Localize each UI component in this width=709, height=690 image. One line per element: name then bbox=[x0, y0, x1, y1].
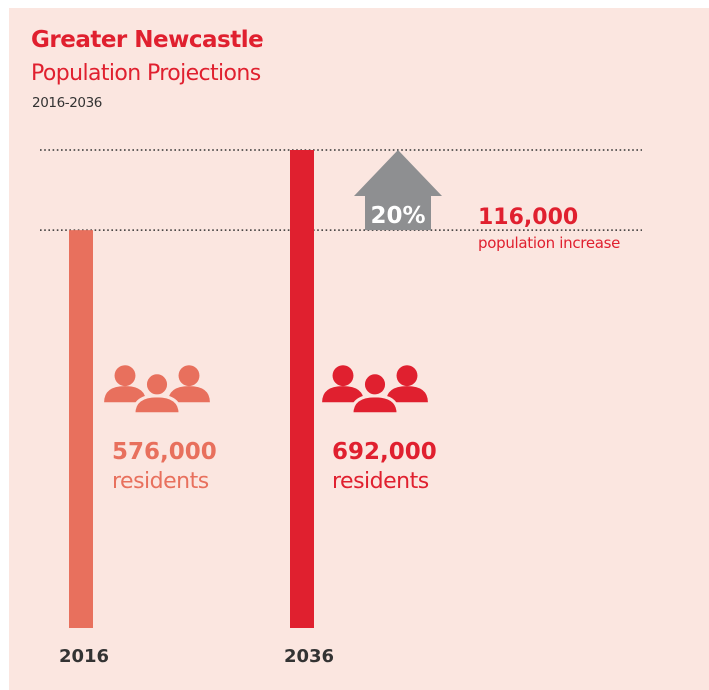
person-body bbox=[104, 386, 146, 403]
person-head bbox=[332, 365, 354, 387]
unit-label-2016: residents bbox=[112, 469, 209, 494]
people-group-icon bbox=[322, 365, 428, 416]
value-label-2036: 692,000 bbox=[332, 439, 437, 465]
year-label-2036: 2036 bbox=[284, 646, 334, 667]
up-arrow-icon: 20% bbox=[354, 150, 442, 231]
infographic-title: Greater Newcastle bbox=[31, 27, 264, 53]
increase-value-label: 116,000 bbox=[478, 205, 578, 230]
person-head bbox=[143, 371, 171, 398]
person-head bbox=[178, 365, 200, 387]
person-head bbox=[114, 365, 136, 387]
year-label-2016: 2016 bbox=[59, 646, 109, 667]
increase-percent-label: 20% bbox=[370, 203, 425, 229]
person-body bbox=[132, 394, 182, 416]
value-label-2016: 576,000 bbox=[112, 439, 217, 465]
person-body bbox=[386, 386, 428, 403]
person-body bbox=[322, 386, 364, 403]
infographic-subtitle: Population Projections bbox=[31, 61, 261, 86]
infographic-panel bbox=[9, 8, 709, 690]
person-head bbox=[396, 365, 418, 387]
bar-2016 bbox=[69, 230, 93, 628]
people-group-icon bbox=[104, 365, 210, 416]
person-body bbox=[168, 386, 210, 403]
up-arrow-shape bbox=[354, 150, 442, 231]
person-head bbox=[361, 371, 389, 398]
infographic-year-range: 2016-2036 bbox=[32, 95, 102, 111]
person-body bbox=[350, 394, 400, 416]
bars: 576,000 residents 2016 692,000 residents 2036 bbox=[59, 150, 437, 667]
unit-label-2036: residents bbox=[332, 469, 429, 494]
bar-2036 bbox=[290, 150, 314, 628]
increase-text-label: population increase bbox=[478, 234, 620, 252]
